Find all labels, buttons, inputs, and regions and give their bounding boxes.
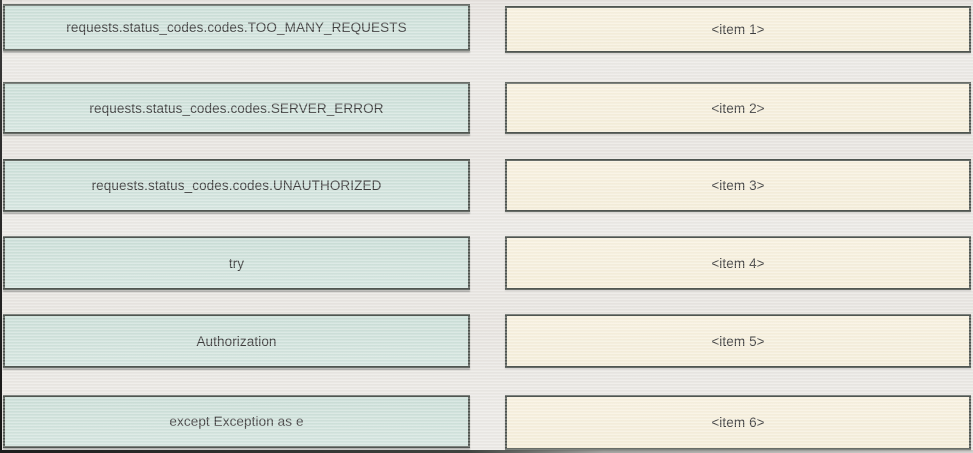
drag-source-option-5[interactable]: Authorization [3,314,470,368]
drag-source-option-3[interactable]: requests.status_codes.codes.UNAUTHORIZED [3,159,470,212]
drag-source-label: requests.status_codes.codes.UNAUTHORIZED [91,178,382,193]
drag-source-label: Authorization [196,333,277,349]
drag-source-label: requests.status_codes.codes.SERVER_ERROR [89,100,384,116]
drop-target-label: <item 3> [711,178,765,193]
drop-target-label: <item 4> [711,255,765,271]
drag-source-label: except Exception as e [169,414,304,429]
drag-source-option-4[interactable]: try [3,236,470,290]
drag-source-label: requests.status_codes.codes.TOO_MANY_REQ… [66,20,407,35]
drop-target-item-5[interactable]: <item 5> [505,314,971,368]
photo-edge-bottom [0,450,973,453]
drop-target-item-3[interactable]: <item 3> [505,159,971,212]
drop-target-label: <item 6> [711,415,765,430]
drag-source-option-6[interactable]: except Exception as e [3,395,470,448]
drop-target-item-4[interactable]: <item 4> [505,236,971,290]
drag-source-option-2[interactable]: requests.status_codes.codes.SERVER_ERROR [3,82,470,134]
drop-target-item-2[interactable]: <item 2> [505,82,971,134]
drop-target-label: <item 5> [711,333,765,349]
drop-target-label: <item 2> [711,100,765,116]
drag-source-label: try [228,255,245,271]
photo-edge-left [0,0,2,453]
drop-target-label: <item 1> [711,22,765,37]
drag-source-option-1[interactable]: requests.status_codes.codes.TOO_MANY_REQ… [3,4,470,51]
drop-target-item-1[interactable]: <item 1> [505,6,971,53]
drop-target-item-6[interactable]: <item 6> [505,395,971,450]
